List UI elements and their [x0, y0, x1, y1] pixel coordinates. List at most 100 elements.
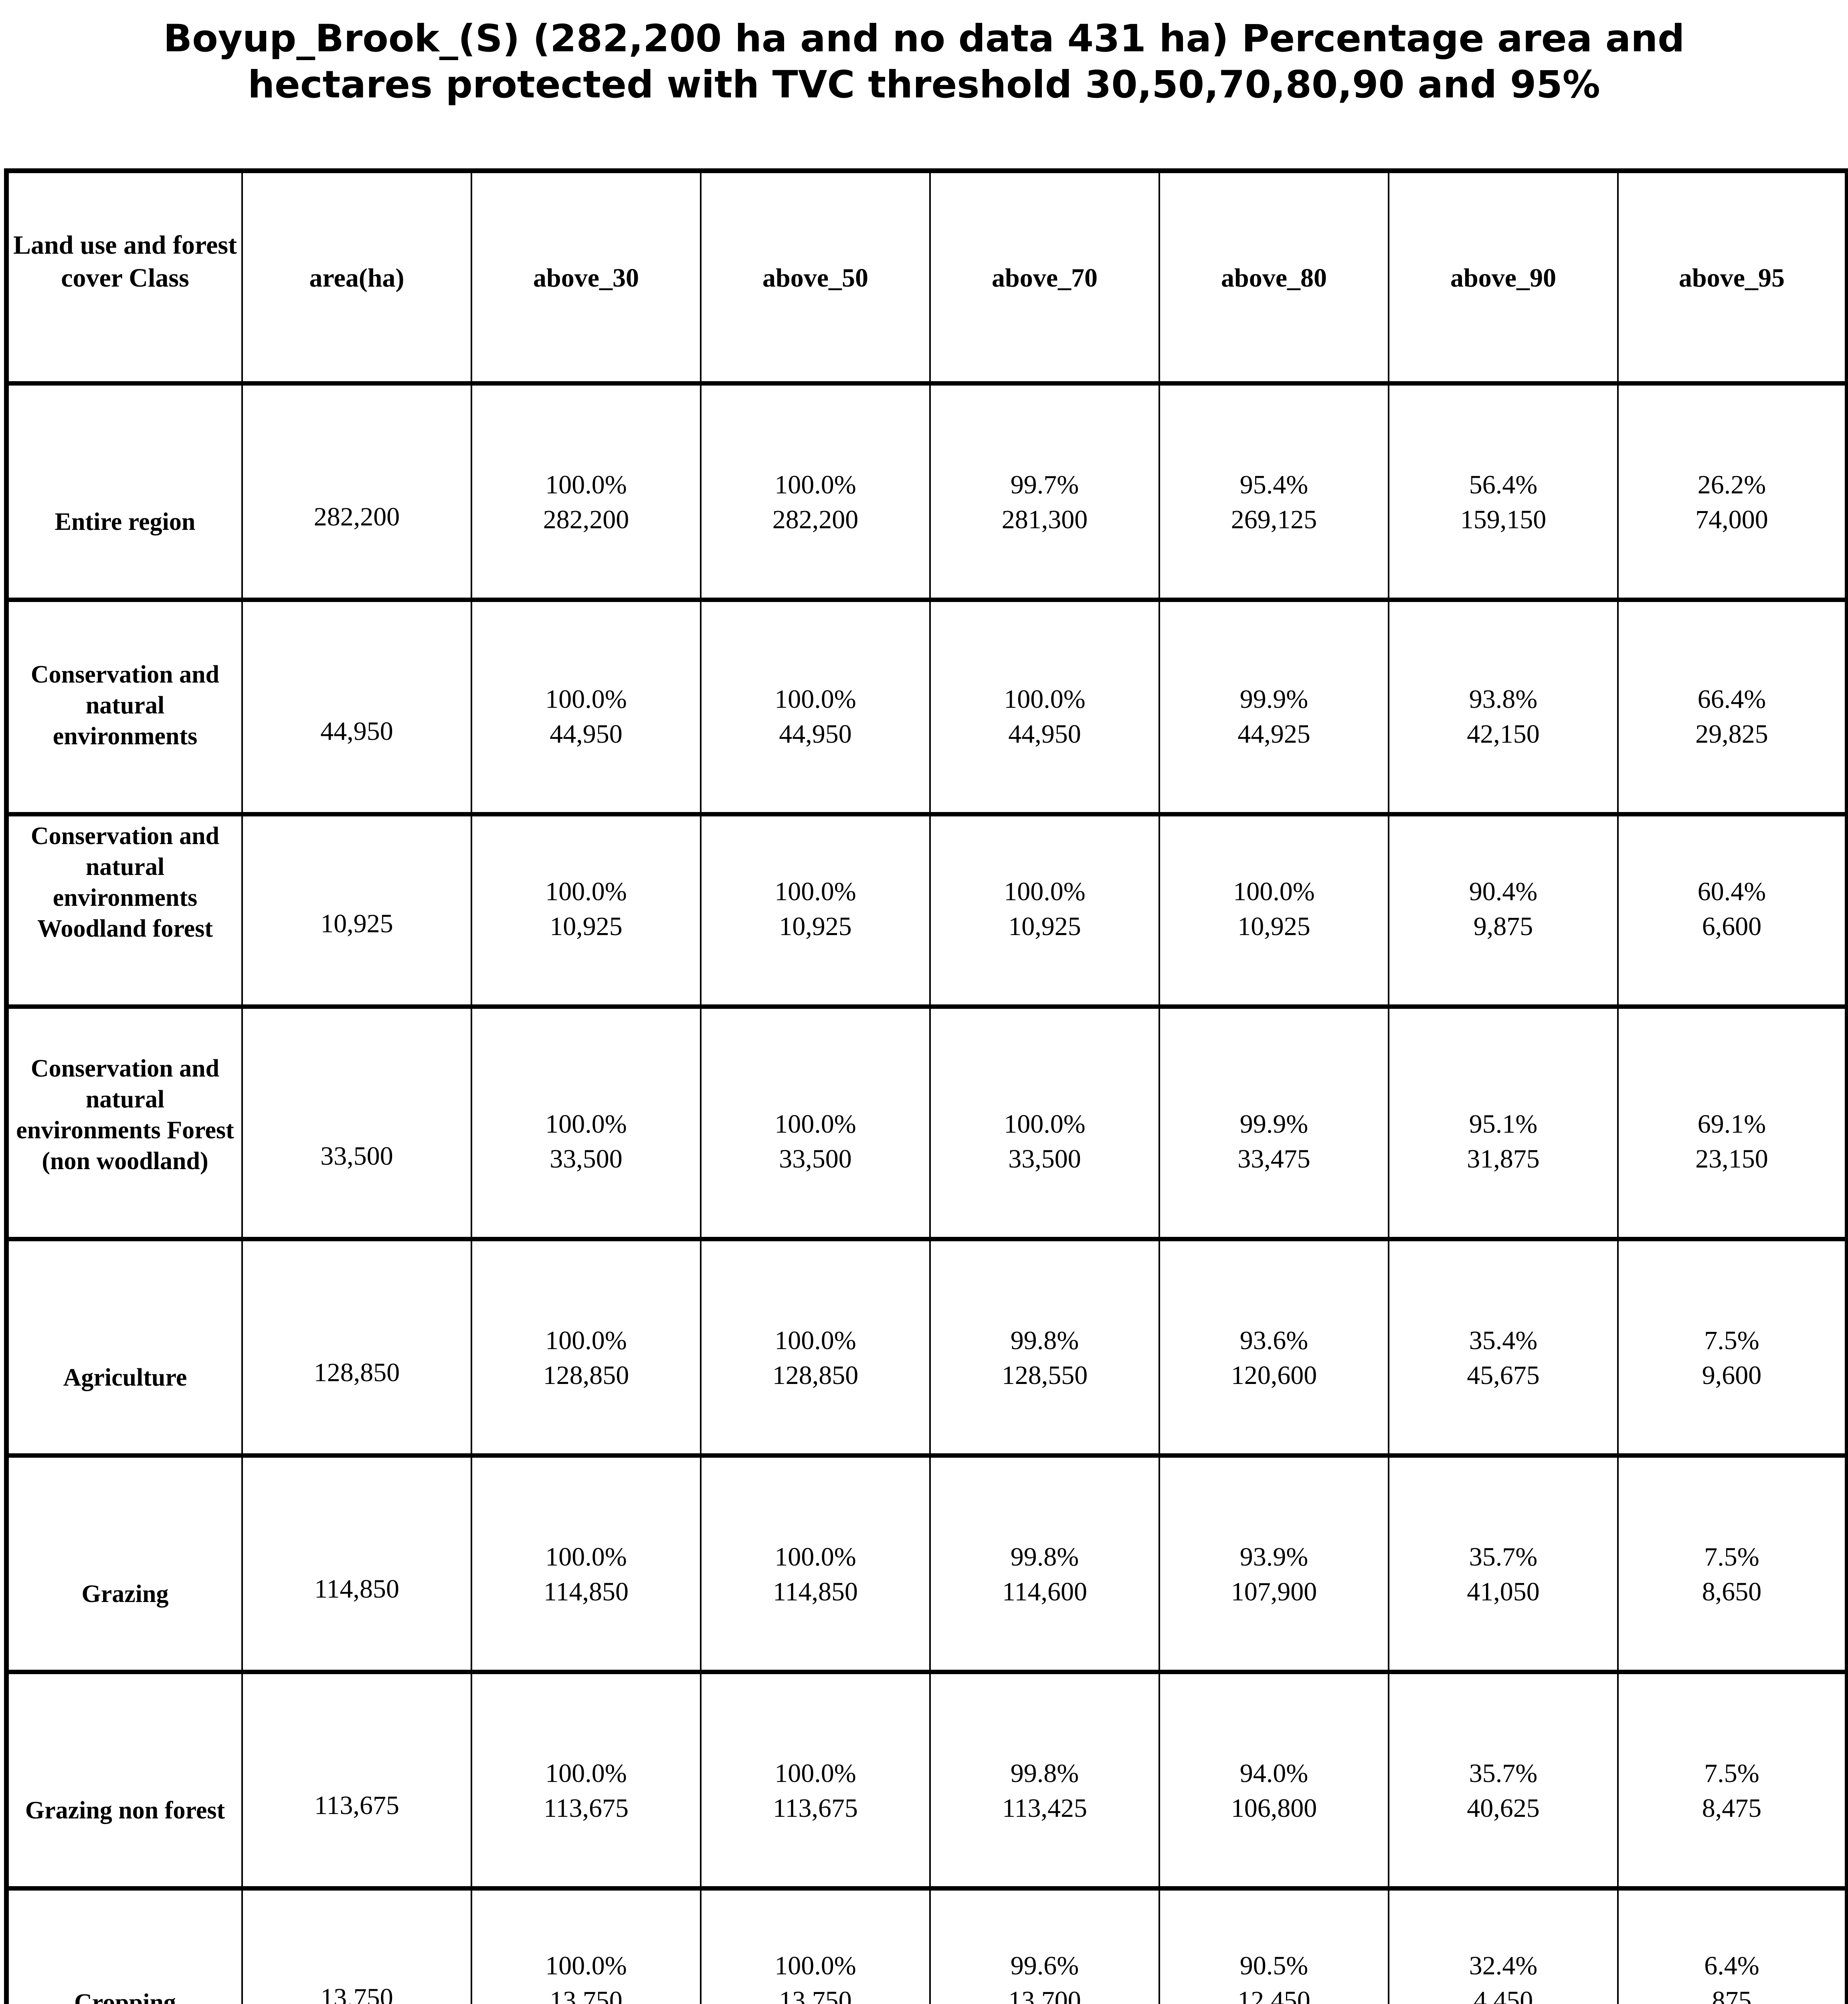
hectares-value: 107,900 — [1231, 1577, 1317, 1607]
hectares-value: 41,050 — [1467, 1577, 1540, 1607]
percent-value: 100.0% — [545, 1951, 627, 1981]
percent-value: 56.4% — [1469, 470, 1538, 500]
hectares-value: 33,500 — [550, 1144, 623, 1174]
hectares-value: 128,850 — [543, 1361, 629, 1390]
row-label: Agriculture — [6, 1236, 243, 1458]
hectares-value: 10,925 — [550, 912, 623, 941]
percent-value: 35.7% — [1469, 1542, 1538, 1572]
hectares-value: 33,500 — [1008, 1144, 1081, 1174]
hectares-value: 128,850 — [772, 1361, 859, 1390]
page-title: Boyup_Brook_(S) (282,200 ha and no data … — [0, 16, 1848, 108]
percent-value: 100.0% — [774, 1759, 856, 1788]
threshold-cell: 100.0% 44,950 — [471, 597, 702, 816]
area-cell: 114,850 — [241, 1453, 472, 1674]
threshold-cell: 7.5% 8,650 — [1617, 1453, 1848, 1674]
threshold-cell: 93.6% 120,600 — [1159, 1236, 1389, 1458]
threshold-cell: 100.0% 113,675 — [471, 1669, 702, 1891]
percent-value: 93.6% — [1239, 1326, 1308, 1356]
percent-value: 100.0% — [545, 1109, 627, 1139]
percent-value: 99.7% — [1010, 470, 1079, 500]
percent-value: 100.0% — [545, 685, 627, 714]
area-cell: 113,675 — [241, 1669, 472, 1891]
hectares-value: 42,150 — [1467, 719, 1540, 749]
table-header: Land use and forest cover Class area(ha) a… — [6, 168, 1848, 386]
hectares-value: 44,950 — [779, 719, 852, 749]
table-row: Conservation and natural environments 44,… — [6, 597, 1848, 816]
threshold-cell: 100.0% 13,750 — [471, 1886, 702, 2004]
percent-value: 95.4% — [1239, 470, 1308, 500]
percent-value: 100.0% — [545, 1542, 627, 1572]
hectares-value: 44,925 — [1237, 719, 1310, 749]
threshold-cell: 99.6% 13,700 — [929, 1886, 1160, 2004]
hectares-value: 10,925 — [1008, 912, 1081, 941]
percent-value: 35.4% — [1469, 1326, 1538, 1356]
threshold-cell: 100.0% 33,500 — [929, 1004, 1160, 1241]
percent-value: 100.0% — [1004, 1109, 1086, 1139]
threshold-cell: 26.2% 74,000 — [1617, 381, 1848, 602]
percent-value: 100.0% — [1004, 685, 1086, 714]
threshold-cell: 100.0% 13,750 — [700, 1886, 931, 2004]
threshold-cell: 100.0% 114,850 — [700, 1453, 931, 1674]
threshold-cell: 100.0% 128,850 — [471, 1236, 702, 1458]
header-row: Land use and forest cover Class area(ha) a… — [6, 168, 1848, 386]
threshold-cell: 100.0% 10,925 — [1159, 812, 1389, 1009]
percent-value: 100.0% — [774, 1326, 856, 1356]
hectares-value: 13,750 — [550, 1986, 623, 2004]
table-row: Grazing 114,850 100.0% 114,850 100.0% 114,850… — [6, 1453, 1848, 1674]
percent-value: 99.8% — [1010, 1542, 1079, 1572]
col-header-1: area(ha) — [241, 168, 472, 386]
area-cell: 33,500 — [241, 1004, 472, 1241]
hectares-value: 44,950 — [550, 719, 623, 749]
threshold-cell: 100.0% 113,675 — [700, 1669, 931, 1891]
percent-value: 94.0% — [1239, 1759, 1308, 1788]
hectares-value: 13,700 — [1008, 1986, 1081, 2004]
percent-value: 100.0% — [774, 685, 856, 714]
threshold-cell: 100.0% 282,200 — [700, 381, 931, 602]
hectares-value: 33,475 — [1237, 1144, 1310, 1174]
hectares-value: 13,750 — [779, 1986, 852, 2004]
hectares-value: 114,850 — [543, 1577, 629, 1607]
threshold-cell: 93.8% 42,150 — [1388, 597, 1619, 816]
hectares-value: 114,850 — [772, 1577, 858, 1607]
table-row: Conservation and natural environments Wo… — [6, 812, 1848, 1009]
col-header-0: Land use and forest cover Class — [6, 168, 243, 386]
hectares-value: 159,150 — [1460, 505, 1547, 535]
threshold-cell: 99.9% 44,925 — [1159, 597, 1389, 816]
threshold-cell: 93.9% 107,900 — [1159, 1453, 1389, 1674]
row-label: Cropping — [6, 1886, 243, 2004]
percent-value: 90.5% — [1239, 1951, 1308, 1981]
threshold-cell: 100.0% 10,925 — [929, 812, 1160, 1009]
threshold-cell: 99.9% 33,475 — [1159, 1004, 1389, 1241]
page-title-line2: hectares protected with TVC threshold 30… — [248, 63, 1600, 107]
percent-value: 32.4% — [1469, 1951, 1538, 1981]
threshold-cell: 35.7% 40,625 — [1388, 1669, 1619, 1891]
percent-value: 66.4% — [1697, 685, 1766, 714]
threshold-cell: 35.4% 45,675 — [1388, 1236, 1619, 1458]
row-label: Conservation and natural environments Fo… — [6, 1004, 243, 1241]
percent-value: 99.6% — [1010, 1951, 1079, 1981]
percent-value: 100.0% — [1233, 877, 1315, 907]
hectares-value: 269,125 — [1231, 505, 1317, 535]
hectares-value: 114,600 — [1002, 1577, 1088, 1607]
threshold-cell: 66.4% 29,825 — [1617, 597, 1848, 816]
threshold-cell: 99.8% 113,425 — [929, 1669, 1160, 1891]
percent-value: 100.0% — [774, 470, 856, 500]
hectares-value: 113,425 — [1002, 1794, 1088, 1823]
table-body: Entire region 282,200 100.0% 282,200 100.0% 2… — [6, 381, 1848, 2004]
threshold-cell: 100.0% 10,925 — [700, 812, 931, 1009]
percent-value: 6.4% — [1704, 1951, 1759, 1981]
tvc-threshold-table: Land use and forest cover Class area(ha) a… — [4, 168, 1848, 2004]
threshold-cell: 100.0% 33,500 — [471, 1004, 702, 1241]
row-label: Conservation and natural environments Wo… — [6, 812, 243, 1009]
hectares-value: 6,600 — [1702, 912, 1762, 941]
threshold-cell: 90.4% 9,875 — [1388, 812, 1619, 1009]
threshold-cell: 90.5% 12,450 — [1159, 1886, 1389, 2004]
col-header-3: above_50 — [700, 168, 931, 386]
percent-value: 99.9% — [1239, 685, 1308, 714]
col-header-5: above_80 — [1159, 168, 1389, 386]
threshold-cell: 35.7% 41,050 — [1388, 1453, 1619, 1674]
hectares-value: 4,450 — [1473, 1986, 1533, 2004]
threshold-cell: 100.0% 114,850 — [471, 1453, 702, 1674]
hectares-value: 9,875 — [1473, 912, 1533, 941]
hectares-value: 31,875 — [1467, 1144, 1540, 1174]
